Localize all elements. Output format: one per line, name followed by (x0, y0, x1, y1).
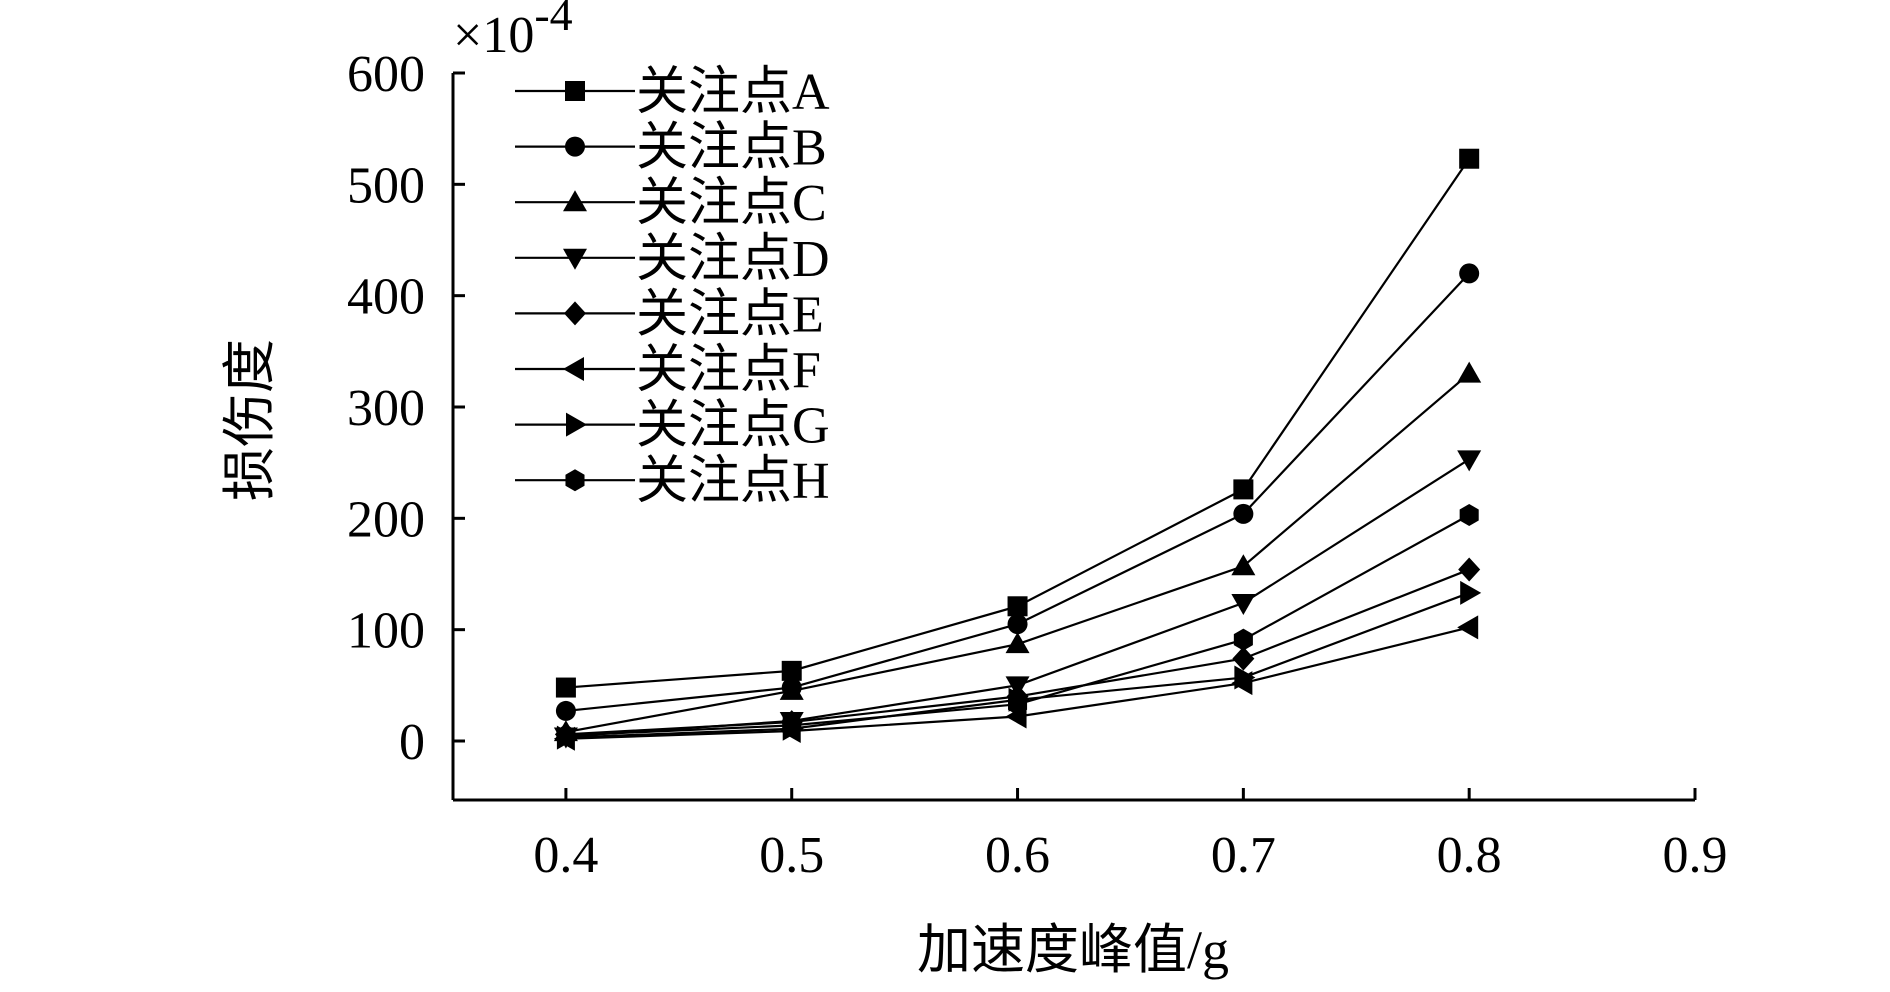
legend-entry: 关注点G (515, 398, 830, 455)
y-tick-label: 300 (347, 380, 425, 437)
y-tick-label: 600 (347, 46, 425, 103)
y-axis-title: 损伤度 (220, 339, 280, 501)
legend-marker (564, 301, 586, 326)
data-point (1233, 628, 1253, 651)
legend-label: 关注点C (636, 175, 827, 232)
data-point (779, 678, 804, 700)
legend-label: 关注点G (636, 398, 830, 455)
y-tick-label: 500 (347, 157, 425, 214)
series-layer (553, 148, 1482, 751)
y-multiplier-exponent: -4 (534, 0, 572, 40)
y-tick-label: 100 (347, 603, 425, 660)
y-tick-label: 0 (399, 714, 425, 771)
data-point (556, 724, 576, 747)
legend-marker (565, 136, 585, 157)
data-point (1459, 503, 1479, 526)
legend-label: 关注点E (636, 286, 824, 343)
data-point (1233, 479, 1254, 500)
data-point (1457, 615, 1479, 640)
x-axis-title: 加速度峰值/g (917, 920, 1229, 980)
x-tick-label: 0.7 (1211, 827, 1276, 884)
x-tick-label: 0.5 (759, 827, 824, 884)
legend-entry: 关注点H (515, 453, 830, 510)
legend-entry: 关注点D (515, 231, 830, 288)
data-point (1231, 593, 1256, 615)
y-tick-label: 200 (347, 491, 425, 548)
data-point (781, 660, 802, 681)
legend-marker (563, 357, 584, 381)
data-point (1007, 596, 1028, 617)
data-point (1458, 557, 1481, 582)
x-tick-label: 0.9 (1663, 827, 1728, 884)
series-h (556, 503, 1479, 747)
legend-marker (563, 248, 587, 270)
legend-entry: 关注点F (515, 342, 821, 399)
data-point (1459, 148, 1480, 169)
x-tick-label: 0.6 (985, 827, 1050, 884)
legend-label: 关注点H (636, 453, 830, 510)
data-point (1457, 361, 1482, 383)
data-point (555, 677, 576, 698)
y-multiplier: ×10-4 (453, 0, 573, 64)
legend-entry: 关注点E (515, 286, 824, 343)
legend-label: 关注点A (636, 64, 830, 121)
y-tick-label: 400 (347, 269, 425, 326)
data-point (1007, 614, 1028, 635)
y-multiplier-base: ×10 (453, 7, 534, 64)
legend-label: 关注点F (636, 342, 821, 399)
x-tick-label: 0.8 (1437, 827, 1502, 884)
legend-marker (563, 190, 587, 212)
data-point (1233, 503, 1254, 524)
legend-entry: 关注点A (515, 64, 830, 121)
data-point (1008, 693, 1028, 716)
data-point (1005, 632, 1030, 654)
legend-marker (565, 469, 585, 492)
legend-label: 关注点B (636, 120, 827, 177)
legend-label: 关注点D (636, 231, 830, 288)
series-b (555, 263, 1480, 721)
data-point (1457, 450, 1482, 472)
legend-entry: 关注点C (515, 175, 827, 232)
x-tick-label: 0.4 (533, 827, 598, 884)
series-a (555, 148, 1480, 698)
data-point (1460, 580, 1482, 605)
data-point (782, 714, 802, 737)
data-point (1231, 554, 1256, 576)
data-point (1234, 665, 1256, 690)
legend-marker (565, 81, 585, 101)
data-point (555, 700, 576, 721)
legend-marker (566, 412, 587, 437)
data-point (1459, 263, 1480, 284)
data-point (1232, 646, 1255, 671)
axes: 0 100 200 300 400 500 600 0.4 0.5 0.6 0.7 0.8 0.9 加速度… (220, 0, 1728, 980)
legend-entry: 关注点B (515, 120, 827, 177)
